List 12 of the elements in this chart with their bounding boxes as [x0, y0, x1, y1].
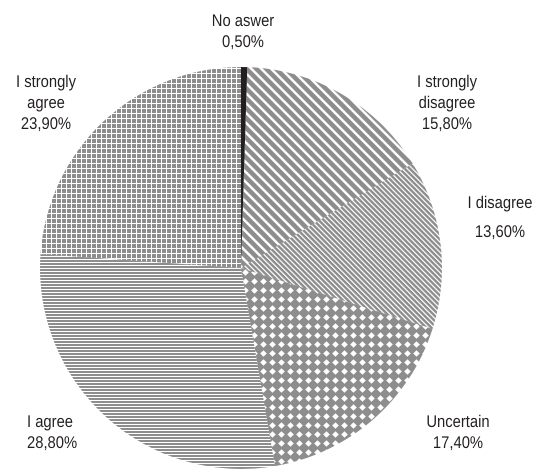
slice-label: Uncertain	[426, 413, 490, 432]
data-label: 17,40%	[432, 434, 484, 452]
slice-label: I strongly disagree	[417, 73, 478, 112]
slice-label: No aswer	[212, 12, 275, 30]
data-label: 0,50%	[222, 33, 264, 52]
data-label: 28,80%	[27, 434, 78, 452]
slice-label: I agree	[27, 413, 74, 432]
data-label: 15,80%	[422, 115, 472, 134]
slice-label: I disagree	[468, 194, 533, 212]
data-label: 23,90%	[20, 115, 72, 134]
slice-label: I strongly agree	[16, 73, 76, 112]
data-label: 13,60%	[474, 223, 526, 242]
